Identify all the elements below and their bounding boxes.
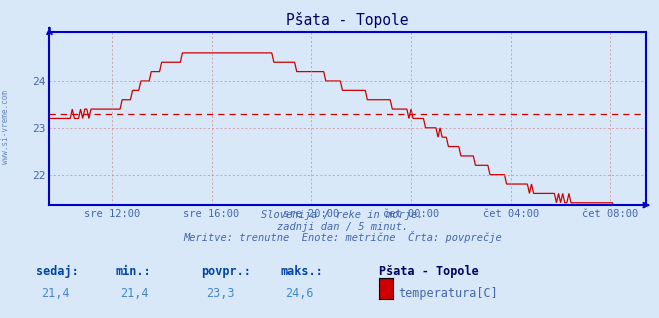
Text: 21,4: 21,4 <box>121 287 149 300</box>
Text: 24,6: 24,6 <box>285 287 314 300</box>
Text: maks.:: maks.: <box>280 265 323 278</box>
Text: www.si-vreme.com: www.si-vreme.com <box>1 90 10 164</box>
Text: 23,3: 23,3 <box>206 287 235 300</box>
Text: Pšata - Topole: Pšata - Topole <box>379 265 478 278</box>
Text: temperatura[C]: temperatura[C] <box>399 287 498 300</box>
Title: Pšata - Topole: Pšata - Topole <box>287 12 409 28</box>
Text: min.:: min.: <box>115 265 151 278</box>
Text: zadnji dan / 5 minut.: zadnji dan / 5 minut. <box>277 222 409 232</box>
Text: sedaj:: sedaj: <box>36 265 79 278</box>
Text: povpr.:: povpr.: <box>201 265 251 278</box>
Text: Meritve: trenutne  Enote: metrične  Črta: povprečje: Meritve: trenutne Enote: metrične Črta: … <box>183 231 502 243</box>
Text: 21,4: 21,4 <box>42 287 70 300</box>
Text: Slovenija / reke in morje.: Slovenija / reke in morje. <box>262 210 424 220</box>
